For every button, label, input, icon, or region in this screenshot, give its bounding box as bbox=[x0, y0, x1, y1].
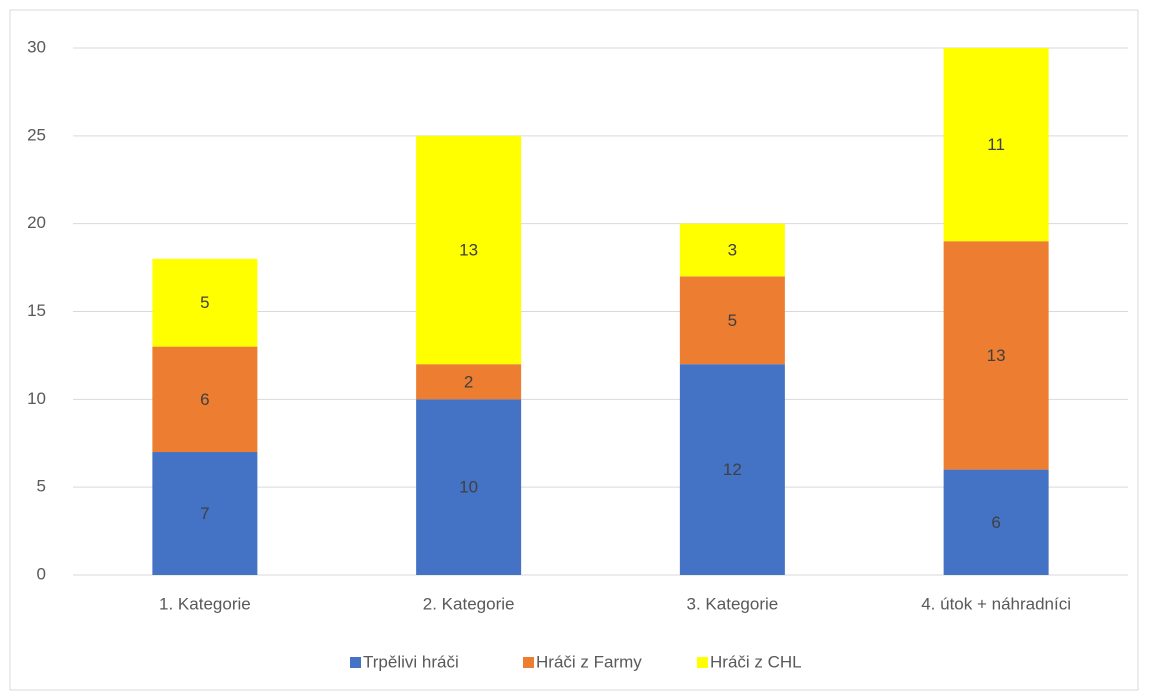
bar-segment bbox=[943, 469, 1049, 575]
data-label: 13 bbox=[459, 241, 478, 260]
bar-segment bbox=[152, 346, 258, 453]
data-label: 2 bbox=[464, 372, 473, 391]
data-label: 10 bbox=[459, 478, 478, 497]
legend-label: Hráči z Farmy bbox=[536, 652, 642, 671]
bar-segment bbox=[943, 241, 1049, 470]
legend-swatch bbox=[697, 657, 708, 668]
data-label: 7 bbox=[200, 504, 209, 523]
bar-segment bbox=[943, 48, 1049, 242]
data-label: 11 bbox=[987, 135, 1005, 154]
bar-segment bbox=[679, 364, 785, 575]
data-label: 13 bbox=[987, 346, 1006, 365]
legend-label: Trpělivi hráči bbox=[363, 652, 459, 671]
y-tick-label: 25 bbox=[27, 125, 46, 144]
y-tick-label: 0 bbox=[37, 564, 46, 583]
bar-segment bbox=[416, 135, 522, 365]
bar-segment bbox=[416, 364, 522, 400]
bar-segment bbox=[152, 258, 258, 347]
x-tick-label: 2. Kategorie bbox=[423, 594, 515, 613]
y-tick-label: 30 bbox=[27, 37, 46, 56]
data-label: 6 bbox=[200, 390, 209, 409]
x-tick-label: 1. Kategorie bbox=[159, 594, 251, 613]
legend-swatch bbox=[523, 657, 534, 668]
y-tick-label: 20 bbox=[27, 213, 46, 232]
data-label: 5 bbox=[200, 293, 209, 312]
bar-segment bbox=[679, 223, 785, 277]
data-label: 3 bbox=[728, 241, 737, 260]
data-label: 6 bbox=[991, 513, 1000, 532]
x-tick-label: 4. útok + náhradníci bbox=[921, 594, 1071, 613]
y-tick-label: 5 bbox=[37, 477, 46, 496]
bar-segment bbox=[152, 452, 258, 575]
bar-segment bbox=[679, 276, 785, 365]
y-tick-label: 15 bbox=[27, 301, 46, 320]
data-label: 12 bbox=[723, 460, 742, 479]
bar-segment bbox=[416, 399, 522, 575]
legend-label: Hráči z CHL bbox=[710, 652, 802, 671]
x-tick-label: 3. Kategorie bbox=[687, 594, 779, 613]
y-tick-label: 10 bbox=[27, 389, 46, 408]
data-label: 5 bbox=[728, 311, 737, 330]
legend-swatch bbox=[350, 657, 361, 668]
